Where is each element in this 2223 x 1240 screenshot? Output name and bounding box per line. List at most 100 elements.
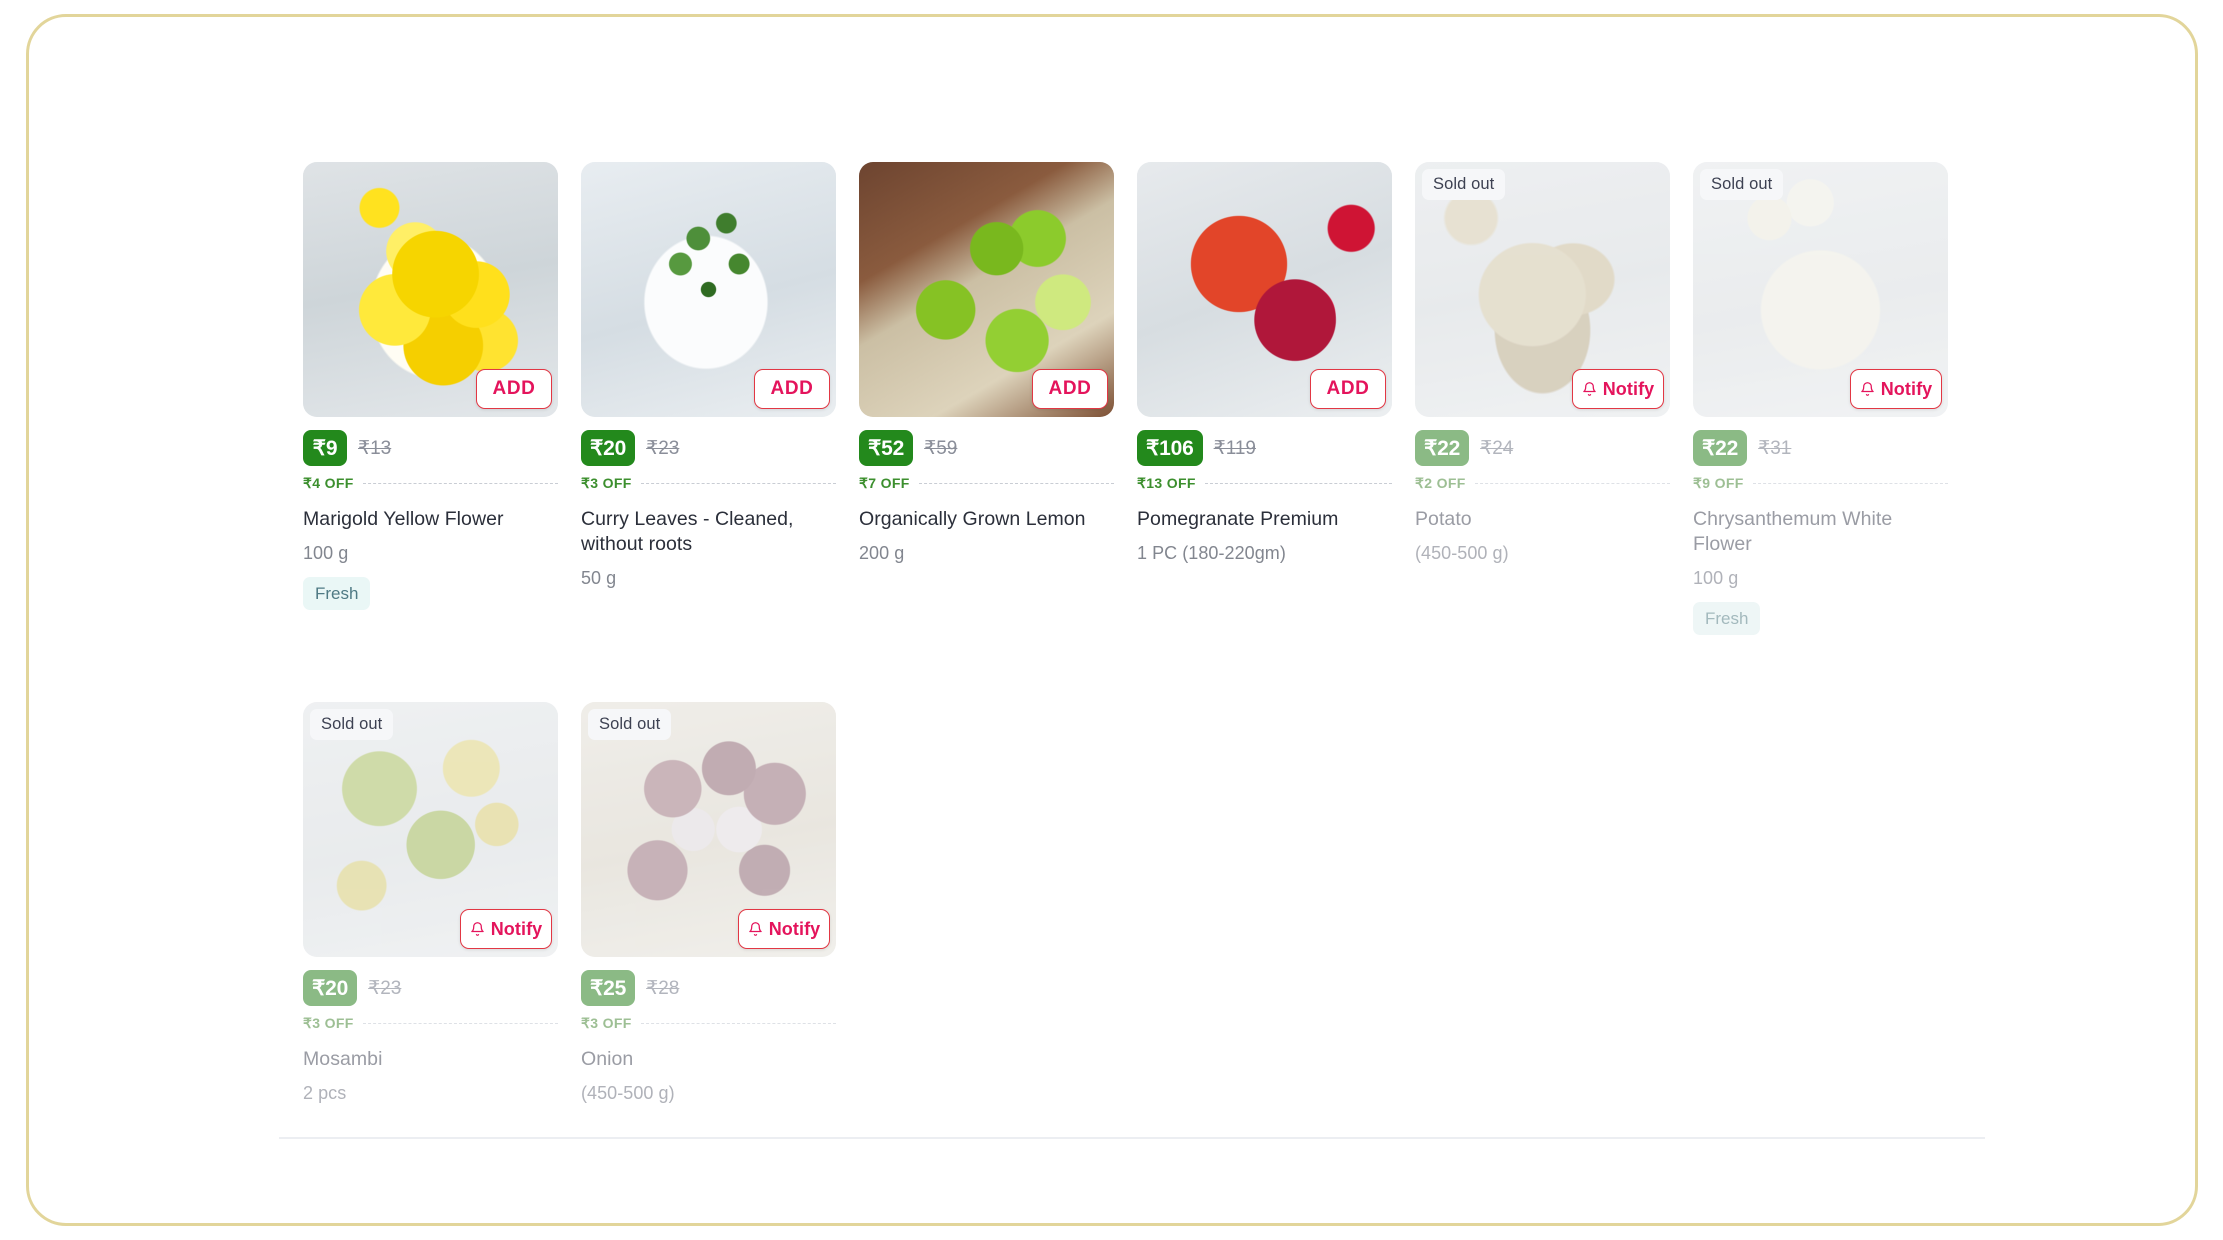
notify-button[interactable]: Notify	[1850, 369, 1942, 409]
product-image-curry-leaves-cleaned-without-roots[interactable]: ADD	[581, 162, 836, 417]
dashed-divider	[640, 482, 836, 484]
price-row: ₹9 ₹13	[303, 430, 558, 466]
page-frame: ADD ₹9 ₹13 ₹4 OFF Marigold Yellow Flower 100 …	[26, 14, 2198, 1226]
product-quantity: 2 pcs	[303, 1083, 347, 1103]
product-card-onion[interactable]: Sold out Notify ₹25 ₹28 ₹3 OFF Onion (450-500 …	[581, 702, 836, 1104]
product-quantity: 1 PC (180-220gm)	[1137, 543, 1286, 563]
product-grid: ADD ₹9 ₹13 ₹4 OFF Marigold Yellow Flower 100 …	[303, 162, 2003, 1104]
add-to-cart-button[interactable]: ADD	[1310, 369, 1386, 409]
sold-out-badge: Sold out	[588, 709, 672, 740]
price-row: ₹22 ₹31	[1693, 430, 1948, 466]
dashed-divider	[918, 482, 1114, 484]
fresh-badge: Fresh	[1693, 602, 1761, 635]
dashed-divider	[362, 482, 558, 484]
discounted-price-badge: ₹22	[1415, 430, 1470, 466]
product-title[interactable]: Marigold Yellow Flower	[303, 508, 504, 530]
product-card-pomegranate-premium[interactable]: ADD ₹106 ₹119 ₹13 OFF Pomegranate Premium 1 P…	[1137, 162, 1392, 635]
product-card-mosambi[interactable]: Sold out Notify ₹20 ₹23 ₹3 OFF Mosambi 2 pcs	[303, 702, 558, 1104]
product-image-onion[interactable]: Sold out Notify	[581, 702, 836, 957]
discounted-price-badge: ₹20	[581, 430, 636, 466]
discount-row: ₹13 OFF	[1137, 475, 1392, 491]
add-button-label: ADD	[1326, 378, 1370, 399]
fresh-badge: Fresh	[303, 577, 371, 610]
discount-row: ₹9 OFF	[1693, 475, 1948, 491]
product-quantity: 100 g	[303, 543, 349, 563]
bell-icon	[1582, 381, 1597, 397]
product-title[interactable]: Onion	[581, 1048, 634, 1070]
add-button-label: ADD	[1048, 378, 1092, 399]
discount-label: ₹7 OFF	[859, 474, 910, 491]
notify-button[interactable]: Notify	[738, 909, 830, 949]
discount-label: ₹3 OFF	[303, 1014, 354, 1031]
discount-label: ₹3 OFF	[581, 1014, 632, 1031]
original-price: ₹28	[646, 977, 680, 999]
product-quantity: 50 g	[581, 568, 617, 588]
product-image-mosambi[interactable]: Sold out Notify	[303, 702, 558, 957]
product-card-potato[interactable]: Sold out Notify ₹22 ₹24 ₹2 OFF Potato (450-500…	[1415, 162, 1670, 635]
product-card-organically-grown-lemon[interactable]: ADD ₹52 ₹59 ₹7 OFF Organically Grown Lemon 20…	[859, 162, 1114, 635]
notify-button-label: Notify	[768, 918, 821, 939]
product-image-chrysanthemum-white-flower[interactable]: Sold out Notify	[1693, 162, 1948, 417]
add-to-cart-button[interactable]: ADD	[476, 369, 552, 409]
discounted-price-badge: ₹9	[303, 430, 347, 466]
price-row: ₹20 ₹23	[303, 970, 558, 1006]
discount-label: ₹4 OFF	[303, 474, 354, 491]
product-title[interactable]: Pomegranate Premium	[1137, 508, 1339, 530]
discounted-price-badge: ₹52	[859, 430, 914, 466]
discounted-price-badge: ₹106	[1137, 430, 1203, 466]
discount-row: ₹3 OFF	[581, 475, 836, 491]
dashed-divider	[1474, 482, 1670, 484]
discount-row: ₹3 OFF	[581, 1015, 836, 1031]
original-price: ₹23	[646, 437, 680, 459]
price-row: ₹52 ₹59	[859, 430, 1114, 466]
product-row: ADD ₹9 ₹13 ₹4 OFF Marigold Yellow Flower 100 …	[303, 162, 2003, 635]
product-quantity: (450-500 g)	[1415, 543, 1509, 563]
dashed-divider	[362, 1022, 558, 1024]
original-price: ₹24	[1480, 437, 1514, 459]
discount-label: ₹9 OFF	[1693, 474, 1744, 491]
original-price: ₹23	[368, 977, 402, 999]
notify-button-label: Notify	[1602, 378, 1655, 399]
add-button-label: ADD	[492, 378, 536, 399]
product-image-potato[interactable]: Sold out Notify	[1415, 162, 1670, 417]
product-title[interactable]: Curry Leaves - Cleaned, without roots	[581, 508, 794, 555]
product-quantity: 100 g	[1693, 568, 1739, 588]
sold-out-badge: Sold out	[1700, 169, 1784, 200]
product-card-chrysanthemum-white-flower[interactable]: Sold out Notify ₹22 ₹31 ₹9 OFF Chrysanthemum …	[1693, 162, 1948, 635]
discounted-price-badge: ₹20	[303, 970, 358, 1006]
discount-row: ₹2 OFF	[1415, 475, 1670, 491]
product-title[interactable]: Organically Grown Lemon	[859, 508, 1086, 530]
product-title[interactable]: Chrysanthemum White Flower	[1693, 508, 1893, 555]
product-image-pomegranate-premium[interactable]: ADD	[1137, 162, 1392, 417]
product-title[interactable]: Mosambi	[303, 1048, 383, 1070]
product-card-curry-leaves-cleaned-without-roots[interactable]: ADD ₹20 ₹23 ₹3 OFF Curry Leaves - Cleaned, w…	[581, 162, 836, 635]
discount-row: ₹4 OFF	[303, 475, 558, 491]
product-title[interactable]: Potato	[1415, 508, 1472, 530]
dashed-divider	[640, 1022, 836, 1024]
bell-icon	[1860, 381, 1875, 397]
sold-out-badge: Sold out	[310, 709, 394, 740]
product-image-marigold-yellow-flower[interactable]: ADD	[303, 162, 558, 417]
product-image-organically-grown-lemon[interactable]: ADD	[859, 162, 1114, 417]
price-row: ₹22 ₹24	[1415, 430, 1670, 466]
dashed-divider	[1204, 482, 1392, 484]
discount-label: ₹13 OFF	[1137, 474, 1196, 491]
add-to-cart-button[interactable]: ADD	[1032, 369, 1108, 409]
sold-out-badge: Sold out	[1422, 169, 1506, 200]
add-to-cart-button[interactable]: ADD	[754, 369, 830, 409]
notify-button[interactable]: Notify	[460, 909, 552, 949]
dashed-divider	[1752, 482, 1948, 484]
product-card-marigold-yellow-flower[interactable]: ADD ₹9 ₹13 ₹4 OFF Marigold Yellow Flower 100 …	[303, 162, 558, 635]
discounted-price-badge: ₹22	[1693, 430, 1748, 466]
discount-label: ₹2 OFF	[1415, 474, 1466, 491]
notify-button-label: Notify	[1880, 378, 1933, 399]
notify-button[interactable]: Notify	[1572, 369, 1664, 409]
original-price: ₹119	[1213, 437, 1256, 459]
product-quantity: (450-500 g)	[581, 1083, 675, 1103]
add-button-label: ADD	[770, 378, 814, 399]
original-price: ₹59	[924, 437, 958, 459]
original-price: ₹31	[1758, 437, 1792, 459]
discount-label: ₹3 OFF	[581, 474, 632, 491]
price-row: ₹20 ₹23	[581, 430, 836, 466]
bell-icon	[748, 921, 763, 937]
